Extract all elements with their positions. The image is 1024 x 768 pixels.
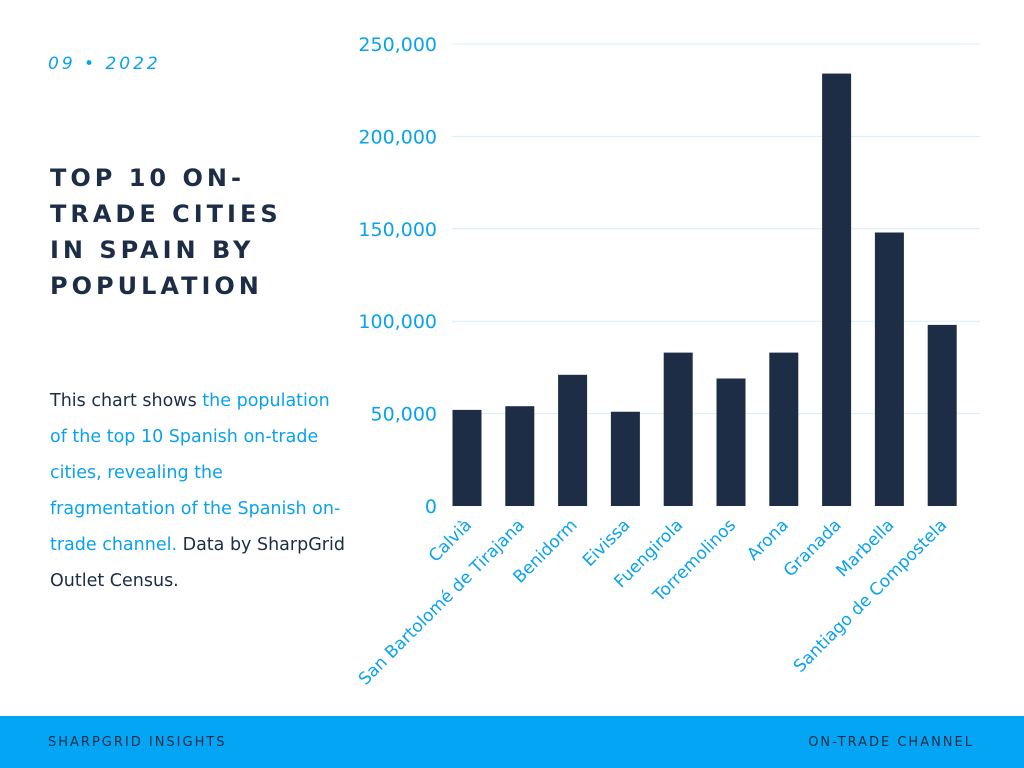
chart-title: TOP 10 ON-TRADE CITIES IN SPAIN BY POPUL… bbox=[50, 164, 282, 300]
bar bbox=[716, 378, 746, 506]
y-tick-label: 50,000 bbox=[371, 404, 437, 426]
y-tick-label: 100,000 bbox=[358, 311, 437, 333]
x-tick-label: Arona bbox=[743, 515, 792, 564]
description-highlight: the population of the top 10 Spanish on-… bbox=[50, 391, 341, 555]
footer-bar: SHARPGRID INSIGHTS ON-TRADE CHANNEL bbox=[0, 716, 1024, 768]
bar bbox=[927, 324, 957, 506]
x-tick-label: Calvià bbox=[425, 515, 476, 566]
bar bbox=[663, 352, 693, 506]
report-date: 09 • 2022 bbox=[48, 54, 161, 74]
bar bbox=[610, 411, 640, 506]
bar bbox=[558, 374, 588, 506]
bar bbox=[452, 409, 482, 506]
footer-brand: SHARPGRID INSIGHTS bbox=[48, 735, 227, 750]
chart-description: This chart shows the population of the t… bbox=[50, 383, 350, 599]
y-tick-label: 200,000 bbox=[358, 126, 437, 148]
bar-chart: 0 50,000 100,000 150,000 200,000 250,000 Calvi… bbox=[355, 34, 980, 689]
bar bbox=[874, 232, 904, 506]
bar bbox=[822, 73, 852, 507]
y-tick-label: 250,000 bbox=[358, 34, 437, 56]
y-tick-label: 150,000 bbox=[358, 219, 437, 241]
description-source: Data by SharpGrid Outlet Census. bbox=[50, 535, 345, 591]
footer-section: ON-TRADE CHANNEL bbox=[808, 735, 974, 750]
bar bbox=[769, 352, 799, 506]
description-text: This chart shows bbox=[50, 391, 203, 411]
y-tick-label: 0 bbox=[425, 496, 437, 518]
bar bbox=[505, 406, 535, 506]
